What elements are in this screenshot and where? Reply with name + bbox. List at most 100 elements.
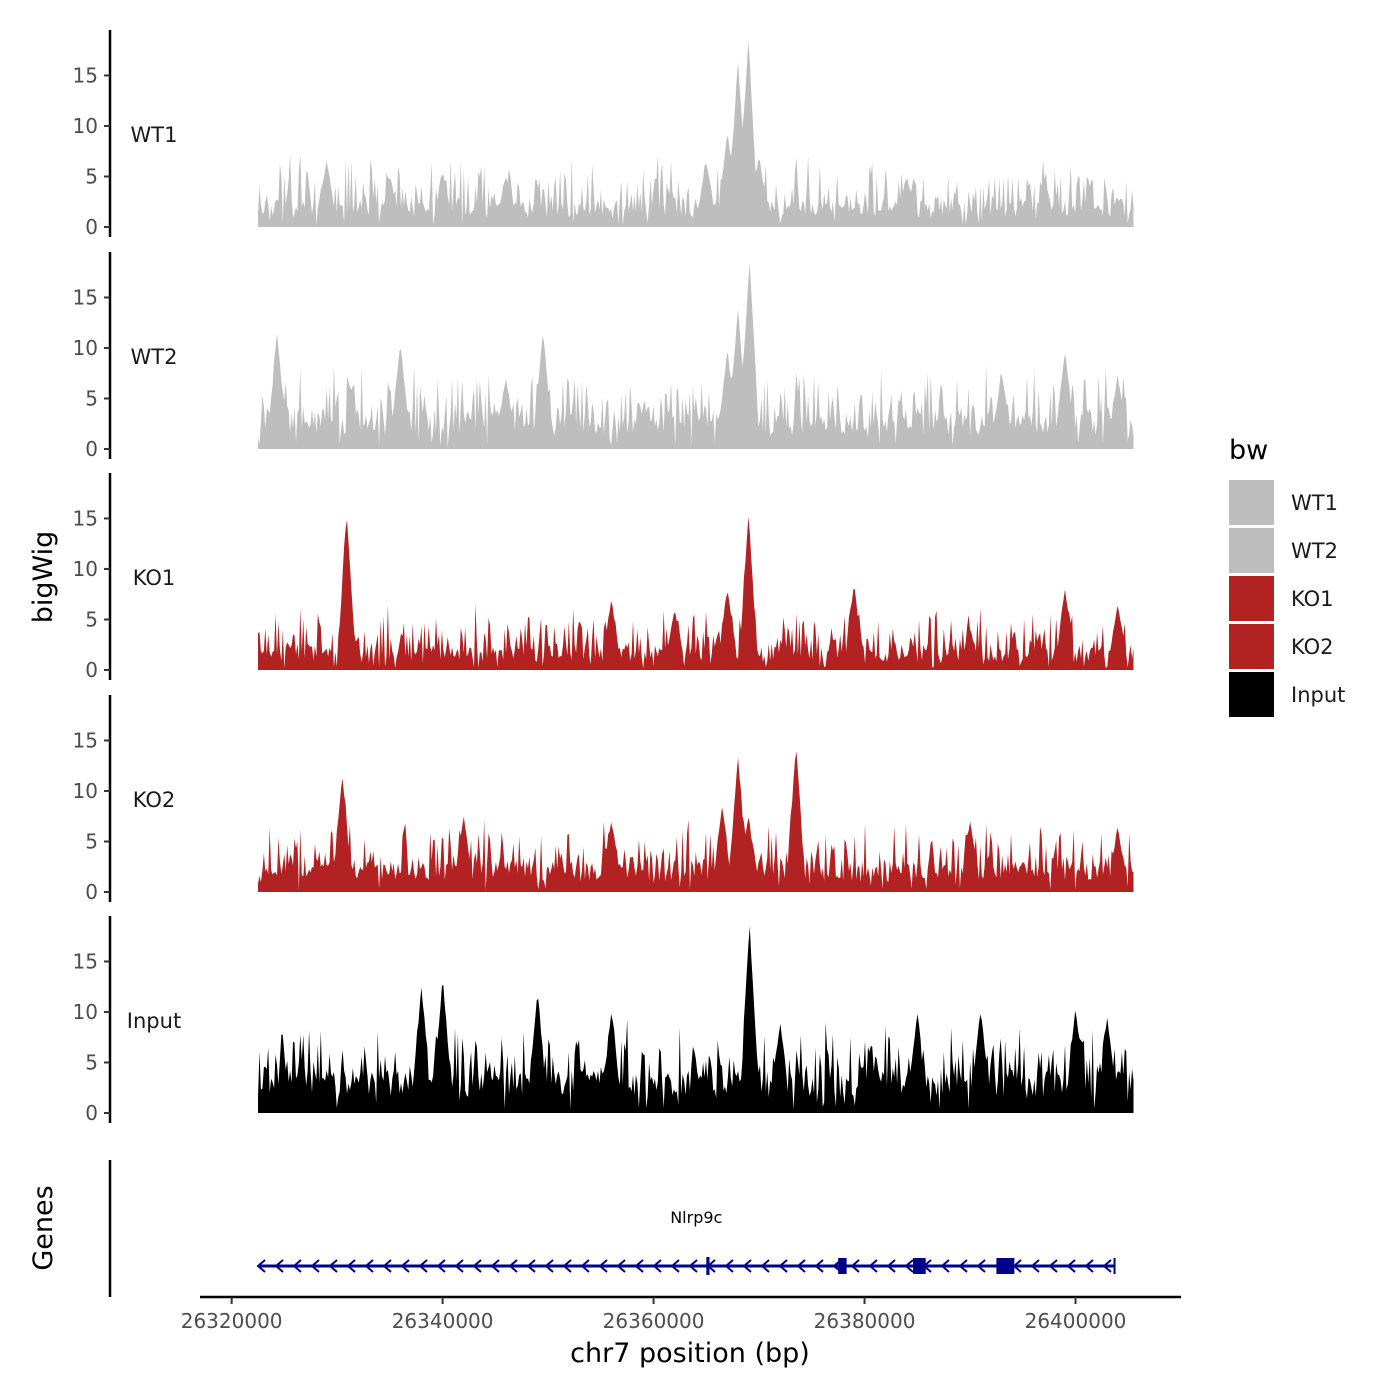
legend-key-wt1 bbox=[1229, 480, 1274, 525]
legend-label-wt1: WT1 bbox=[1291, 491, 1338, 515]
y-tick-label: 15 bbox=[73, 506, 98, 530]
x-axis-title: chr7 position (bp) bbox=[570, 1338, 810, 1369]
signal-area-input bbox=[258, 926, 1134, 1113]
strand-arrow bbox=[328, 1259, 338, 1273]
x-tick-label: 26340000 bbox=[392, 1309, 494, 1333]
x-tick-label: 26380000 bbox=[814, 1309, 916, 1333]
x-tick-label: 26320000 bbox=[181, 1309, 283, 1333]
gene-nlrp9c: Nlrp9c bbox=[256, 1208, 1116, 1275]
strand-arrow bbox=[688, 1259, 698, 1273]
signal-area-wt1 bbox=[258, 40, 1134, 228]
strand-arrow bbox=[1048, 1259, 1058, 1273]
track-label-wt1: WT1 bbox=[131, 123, 178, 147]
legend-key-ko1 bbox=[1229, 576, 1274, 621]
y-tick-label: 5 bbox=[85, 829, 98, 853]
x-tick-label: 26360000 bbox=[603, 1309, 705, 1333]
signal-area-ko1 bbox=[258, 516, 1134, 670]
strand-arrow bbox=[400, 1259, 410, 1273]
strand-arrow bbox=[436, 1259, 446, 1273]
signal-area-ko2 bbox=[258, 751, 1134, 892]
legend-label-wt2: WT2 bbox=[1291, 539, 1338, 563]
track-ko1: 0 5 10 15 KO1 bbox=[73, 473, 1134, 682]
y-tick-label: 15 bbox=[73, 63, 98, 87]
y-tick-label: 5 bbox=[85, 607, 98, 631]
legend-label-input: Input bbox=[1291, 683, 1345, 707]
strand-arrow bbox=[652, 1259, 662, 1273]
legend: bw WT1 WT2 KO1 KO2 Input bbox=[1229, 435, 1345, 717]
legend-title: bw bbox=[1229, 435, 1268, 466]
y-tick-label: 5 bbox=[85, 164, 98, 188]
strand-arrow bbox=[346, 1259, 356, 1273]
strand-arrow bbox=[958, 1259, 968, 1273]
gene-name-label: Nlrp9c bbox=[670, 1208, 722, 1227]
track-wt1: 0 5 10 15 WT1 bbox=[73, 30, 1134, 239]
strand-arrow bbox=[382, 1259, 392, 1273]
strand-arrow bbox=[292, 1259, 302, 1273]
strand-arrow bbox=[1066, 1259, 1076, 1273]
y-tick-label: 15 bbox=[73, 285, 98, 309]
strand-arrow bbox=[868, 1259, 878, 1273]
legend-key-input bbox=[1229, 672, 1274, 717]
y-tick-label: 10 bbox=[73, 336, 98, 360]
strand-arrow bbox=[850, 1259, 860, 1273]
legend-key-wt2 bbox=[1229, 528, 1274, 573]
coverage-tracks: 0 5 10 15 WT1 0 5 10 15 WT2 0 5 10 15 KO1 0 5 10 15 KO2 0 5 10… bbox=[73, 30, 1134, 1125]
strand-arrow bbox=[544, 1259, 554, 1273]
x-tick-label: 26400000 bbox=[1025, 1309, 1127, 1333]
strand-arrow bbox=[472, 1259, 482, 1273]
y-tick-label: 0 bbox=[85, 658, 98, 682]
y-tick-label: 10 bbox=[73, 1000, 98, 1024]
exon bbox=[706, 1257, 710, 1275]
strand-arrow bbox=[274, 1259, 284, 1273]
legend-label-ko1: KO1 bbox=[1291, 587, 1334, 611]
y-tick-label: 15 bbox=[73, 949, 98, 973]
y-axis-title: bigWig bbox=[28, 531, 59, 624]
gene-annotation-panel: Nlrp9c bbox=[108, 1160, 1116, 1297]
strand-arrow bbox=[724, 1259, 734, 1273]
track-input: 0 5 10 15 Input bbox=[73, 916, 1134, 1125]
track-label-ko1: KO1 bbox=[133, 566, 176, 590]
strand-arrow bbox=[940, 1259, 950, 1273]
strand-arrow bbox=[796, 1259, 806, 1273]
y-tick-label: 0 bbox=[85, 1101, 98, 1125]
strand-arrow bbox=[886, 1259, 896, 1273]
y-tick-label: 15 bbox=[73, 728, 98, 752]
genes-axis-title: Genes bbox=[28, 1185, 59, 1270]
strand-arrow bbox=[742, 1259, 752, 1273]
strand-arrow bbox=[256, 1259, 266, 1273]
strand-arrow bbox=[1102, 1259, 1112, 1273]
strand-arrow bbox=[580, 1259, 590, 1273]
legend-key-ko2 bbox=[1229, 624, 1274, 669]
strand-arrow bbox=[670, 1259, 680, 1273]
x-axis: 26320000 26340000 26360000 26380000 26400000 bbox=[181, 1295, 1181, 1333]
strand-arrow bbox=[904, 1259, 914, 1273]
strand-arrow bbox=[310, 1259, 320, 1273]
y-tick-label: 0 bbox=[85, 215, 98, 239]
y-tick-label: 0 bbox=[85, 437, 98, 461]
y-tick-label: 0 bbox=[85, 880, 98, 904]
exon bbox=[996, 1258, 1015, 1274]
track-wt2: 0 5 10 15 WT2 bbox=[73, 252, 1134, 461]
legend-label-ko2: KO2 bbox=[1291, 635, 1334, 659]
strand-arrow bbox=[454, 1259, 464, 1273]
y-tick-label: 5 bbox=[85, 1050, 98, 1074]
track-ko2: 0 5 10 15 KO2 bbox=[73, 695, 1134, 904]
strand-arrow bbox=[616, 1259, 626, 1273]
strand-arrow bbox=[760, 1259, 770, 1273]
strand-arrow bbox=[508, 1259, 518, 1273]
track-label-wt2: WT2 bbox=[131, 345, 178, 369]
y-tick-label: 5 bbox=[85, 386, 98, 410]
strand-arrow bbox=[976, 1259, 986, 1273]
exon bbox=[913, 1258, 926, 1274]
track-label-input: Input bbox=[127, 1009, 181, 1033]
strand-arrow bbox=[490, 1259, 500, 1273]
strand-arrow bbox=[418, 1259, 428, 1273]
strand-arrow bbox=[634, 1259, 644, 1273]
strand-arrow bbox=[364, 1259, 374, 1273]
strand-arrow bbox=[778, 1259, 788, 1273]
y-tick-label: 10 bbox=[73, 557, 98, 581]
strand-arrow bbox=[1030, 1259, 1040, 1273]
strand-arrow bbox=[526, 1259, 536, 1273]
signal-area-wt2 bbox=[258, 262, 1134, 449]
